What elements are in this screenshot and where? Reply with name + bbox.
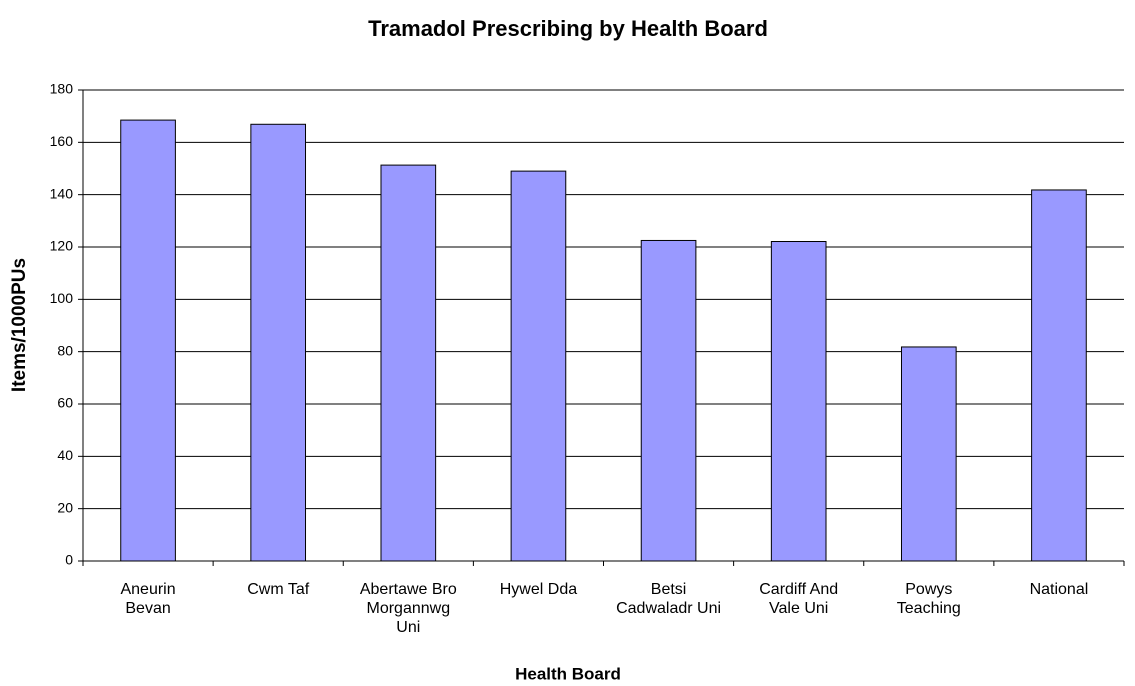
chart-title: Tramadol Prescribing by Health Board	[368, 16, 768, 41]
x-tick-label: Powys Teaching	[896, 581, 961, 617]
y-tick-label: 0	[65, 552, 73, 568]
bar	[510, 170, 567, 562]
x-tick-label: Abertawe Bro Morgannwg Uni	[359, 581, 457, 636]
x-axis-title: Health Board	[515, 664, 621, 683]
x-tick-label: National	[1029, 581, 1089, 598]
bar	[120, 119, 176, 562]
bar	[380, 164, 437, 562]
bar	[250, 123, 307, 562]
y-axis-title: Items/1000PUs	[9, 258, 30, 392]
x-tick-label: Cardiff And Vale Uni	[759, 581, 839, 617]
y-tick-label: 100	[50, 290, 74, 306]
x-tick-label: Cwm Taf	[247, 581, 310, 598]
y-tick-label: 120	[50, 238, 74, 254]
x-tick-label: Betsi Cadwaladr Uni	[616, 581, 722, 617]
y-tick-label: 180	[50, 81, 74, 97]
x-tick-label: Hywel Dda	[499, 581, 578, 598]
y-tick-label: 140	[50, 185, 74, 201]
bar	[900, 346, 957, 562]
x-tick-label: Aneurin Bevan	[120, 581, 176, 617]
bar	[770, 241, 827, 562]
y-tick-label: 160	[50, 133, 74, 149]
y-tick-label: 60	[57, 395, 73, 411]
bar	[640, 239, 697, 562]
y-tick-label: 20	[57, 499, 73, 515]
bar	[1031, 189, 1087, 562]
y-tick-label: 80	[57, 342, 73, 358]
y-tick-label: 40	[57, 447, 73, 463]
